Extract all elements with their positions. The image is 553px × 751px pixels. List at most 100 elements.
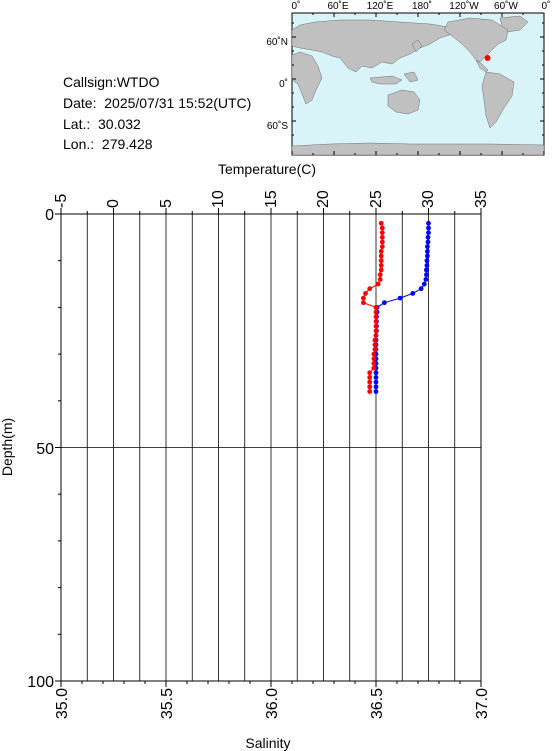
temperature-point: [425, 253, 430, 259]
temperature-tick-label: 25: [368, 190, 385, 208]
temperature-point: [373, 375, 379, 380]
temperature-tick-label: 15: [263, 190, 280, 208]
temperature-axis-label: Temperature(C): [218, 161, 316, 177]
map-lon-label: 120˚E: [367, 0, 394, 12]
salinity-point: [371, 361, 377, 366]
temperature-tick-label: 30: [420, 190, 437, 208]
salinity-point: [373, 319, 379, 324]
salinity-point: [372, 347, 378, 352]
salinity-tick-labels: 35.0 35.5 36.0 36.5 37.0: [54, 688, 491, 719]
salinity-point: [361, 295, 366, 301]
salinity-point: [371, 365, 377, 371]
temperature-point: [373, 389, 379, 394]
map-lon-label: 120˚W: [449, 0, 479, 12]
map-lat-labels: 60˚N 0˚ 60˚S: [266, 36, 288, 132]
salinity-tick-label: 36.5: [369, 688, 386, 719]
salinity-point: [379, 234, 385, 240]
salinity-point: [367, 370, 373, 376]
salinity-point: [367, 389, 373, 394]
map-lon-labels: 0˚ 60˚E 120˚E 180˚ 120˚W 60˚W 0˚: [292, 0, 551, 12]
salinity-point: [367, 286, 373, 292]
map-lon-label: 0˚: [542, 0, 551, 12]
salinity-point: [378, 263, 384, 268]
salinity-point: [379, 239, 385, 245]
depth-tick-label: 50: [36, 441, 54, 458]
salinity-point: [379, 230, 385, 236]
depth-tick-label: 100: [27, 674, 54, 691]
salinity-point: [371, 351, 377, 357]
salinity-point: [378, 258, 384, 264]
temperature-point: [410, 291, 416, 296]
temperature-point: [425, 239, 431, 245]
temperature-point: [425, 234, 431, 240]
salinity-point: [378, 220, 384, 226]
chart-grid: [61, 214, 481, 681]
map-lat-label: 0˚: [279, 78, 288, 90]
salinity-point: [379, 244, 385, 250]
temperature-point: [373, 379, 379, 385]
salinity-tick-label: 36.0: [264, 688, 281, 719]
temperature-point: [424, 263, 430, 268]
salinity-tick-label: 35.0: [54, 688, 71, 719]
temperature-point: [373, 384, 379, 390]
salinity-point: [373, 305, 379, 310]
temperature-tick-label: -5: [53, 194, 70, 208]
salinity-tick-label: 35.5: [159, 688, 176, 719]
map-lon-label: 60˚W: [494, 0, 518, 12]
map-lat-label: 60˚S: [267, 120, 288, 132]
salinity-point: [367, 379, 373, 385]
station-marker: [484, 55, 491, 61]
temperature-tick-label: 10: [210, 190, 227, 208]
temperature-point: [421, 281, 427, 287]
temperature-tick-labels: -5 0 5 10 15 20 25 30 35: [53, 190, 490, 208]
salinity-axis-label: Salinity: [245, 735, 290, 751]
temperature-point: [426, 225, 431, 231]
temperature-point: [424, 267, 429, 273]
map-lon-label: 60˚E: [327, 0, 348, 12]
station-lat: Lat.: 30.032: [63, 116, 141, 132]
series-layer: [361, 220, 431, 394]
salinity-point: [372, 342, 378, 348]
salinity-point: [373, 328, 379, 334]
map-ticks: [291, 13, 545, 155]
map-lat-label: 60˚N: [266, 36, 288, 48]
temperature-point: [426, 220, 431, 226]
map-lon-label: 180˚: [412, 0, 432, 12]
temperature-point: [423, 277, 429, 282]
temperature-point: [382, 300, 387, 306]
station-date: Date: 2025/07/31 15:52(UTC): [63, 95, 252, 111]
salinity-point: [373, 333, 379, 338]
station-callsign: Callsign:WTDO: [63, 74, 160, 90]
temperature-point: [424, 258, 430, 264]
salinity-point: [375, 281, 381, 287]
station-lon: Lon.: 279.428: [63, 136, 153, 152]
depth-tick-labels: 0 50 100: [27, 207, 54, 691]
salinity-point: [373, 309, 379, 315]
salinity-point: [378, 267, 384, 273]
temperature-point: [425, 244, 430, 250]
temperature-point: [426, 230, 431, 236]
salinity-point: [378, 249, 384, 254]
temperature-point: [373, 370, 379, 376]
salinity-point: [373, 323, 379, 329]
salinity-point: [363, 291, 368, 296]
map-lon-label: 0˚: [292, 0, 301, 12]
salinity-point: [367, 384, 373, 390]
salinity-point: [373, 314, 379, 320]
depth-axis-label: Depth(m): [0, 418, 15, 476]
depth-tick-label: 0: [45, 207, 54, 224]
temperature-point: [425, 249, 430, 254]
salinity-point: [377, 272, 383, 278]
temperature-tick-label: 0: [105, 199, 122, 208]
salinity-point: [367, 375, 373, 380]
salinity-point: [379, 225, 385, 231]
location-map: 0˚ 60˚E 120˚E 180˚ 120˚W 60˚W 0˚ 60˚N 0˚…: [266, 0, 551, 156]
axis-ticks: [55, 208, 482, 687]
temperature-point: [397, 295, 403, 301]
temperature-point: [424, 272, 429, 278]
temperature-tick-label: 20: [315, 190, 332, 208]
salinity-tick-label: 37.0: [474, 688, 491, 719]
temperature-point: [418, 286, 424, 292]
salinity-point: [371, 356, 377, 362]
